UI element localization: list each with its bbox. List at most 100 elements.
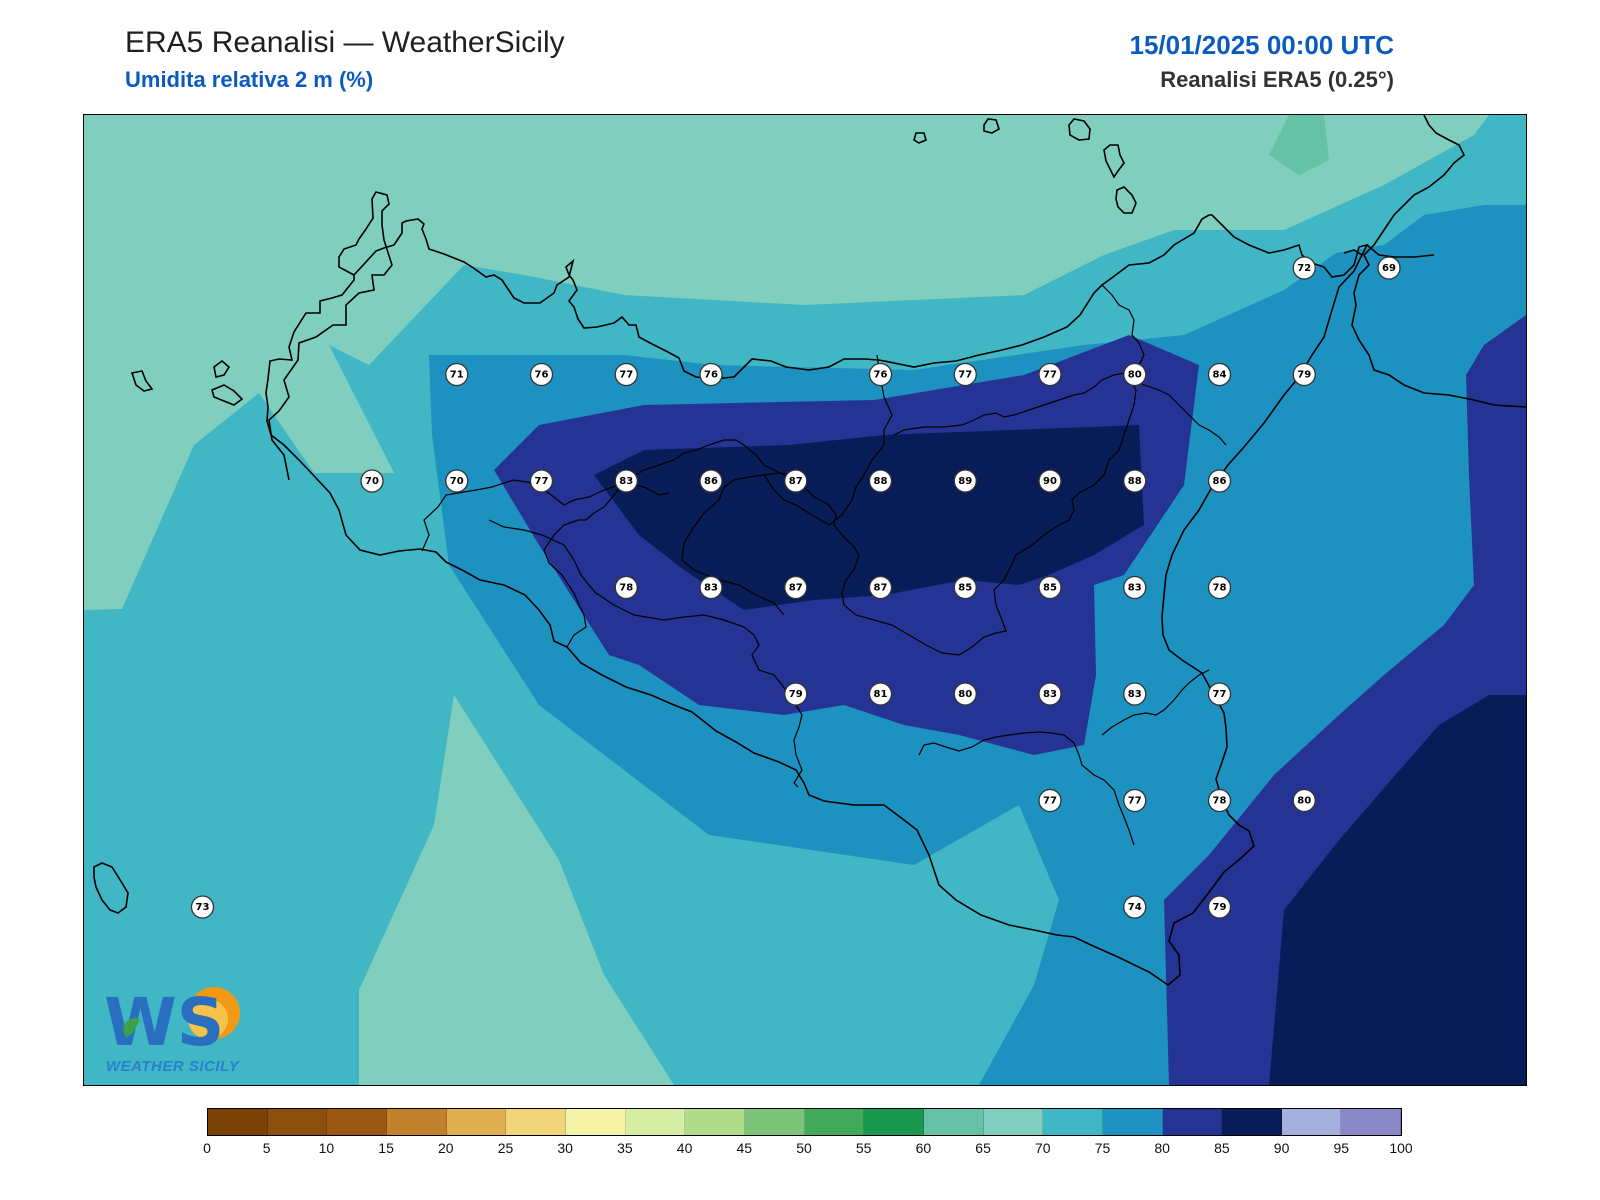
station-marker: 80 [953, 682, 977, 706]
station-value-label: 89 [958, 476, 972, 487]
station-marker: 86 [1207, 469, 1232, 493]
station-marker: 73 [190, 895, 215, 919]
station-marker-circle [699, 469, 723, 493]
station-value-label: 83 [1128, 689, 1142, 700]
colorbar-tick-label: 35 [617, 1140, 633, 1156]
station-marker: 87 [868, 575, 893, 600]
station-marker: 86 [699, 469, 723, 493]
station-marker: 77 [1207, 682, 1232, 706]
station-marker: 70 [360, 469, 384, 493]
station-marker-circle [1292, 788, 1316, 813]
colorbar-segment [1102, 1109, 1163, 1135]
station-marker: 77 [1123, 788, 1147, 813]
station-markers: 71 76 77 76 76 77 77 80 84 79 72 69 70 70 77 83 86 87 88 89… [190, 256, 1401, 919]
colorbar-tick-label: 50 [796, 1140, 812, 1156]
station-marker-circle [699, 362, 723, 387]
station-marker: 77 [614, 362, 638, 387]
weathersicily-logo: WS [104, 984, 240, 1061]
station-value-label: 78 [1213, 796, 1227, 807]
station-marker: 81 [868, 682, 893, 706]
colorbar-tick-label: 45 [736, 1140, 753, 1156]
station-marker: 83 [699, 575, 723, 600]
colorbar-tick-label: 30 [557, 1140, 573, 1156]
colorbar-tick-label: 10 [318, 1140, 335, 1156]
station-value-label: 90 [1043, 476, 1057, 487]
station-value-label: 88 [874, 476, 888, 487]
station-value-label: 86 [704, 476, 718, 487]
logo-mark: WS [104, 984, 224, 1061]
colorbar-segment [1162, 1109, 1223, 1135]
station-marker: 89 [953, 469, 977, 493]
station-marker-circle [868, 469, 893, 493]
station-marker: 80 [1292, 788, 1316, 813]
station-marker-circle [1123, 895, 1147, 919]
station-marker-circle [868, 362, 893, 387]
station-marker-circle [1207, 469, 1232, 493]
station-value-label: 84 [1213, 370, 1227, 381]
station-marker-circle [1207, 575, 1232, 600]
station-value-label: 83 [1128, 583, 1142, 594]
station-marker: 88 [1123, 469, 1147, 493]
station-value-label: 77 [535, 476, 549, 487]
station-marker-circle [1038, 362, 1062, 387]
station-marker: 78 [1207, 788, 1232, 813]
station-value-label: 77 [1043, 796, 1057, 807]
station-value-label: 85 [1043, 583, 1057, 594]
station-marker-circle [1123, 362, 1147, 387]
station-marker-circle [614, 575, 638, 600]
station-value-label: 78 [1213, 583, 1227, 594]
station-marker: 77 [1038, 362, 1062, 387]
station-marker-circle [1123, 575, 1147, 600]
station-value-label: 79 [789, 689, 803, 700]
station-value-label: 83 [704, 583, 718, 594]
station-value-label: 71 [450, 370, 464, 381]
station-marker-circle [784, 469, 808, 493]
station-marker-circle [360, 469, 384, 493]
station-marker: 77 [953, 362, 977, 387]
station-value-label: 69 [1382, 263, 1396, 274]
station-marker-circle [614, 362, 638, 387]
station-marker-circle [1123, 788, 1147, 813]
station-marker-circle [1038, 682, 1062, 706]
station-marker-circle [784, 575, 808, 600]
station-marker-circle [529, 469, 554, 493]
station-marker-circle [1038, 575, 1062, 600]
station-value-label: 77 [958, 370, 972, 381]
station-marker: 77 [1038, 788, 1062, 813]
station-marker: 69 [1377, 256, 1401, 280]
station-marker-circle [445, 469, 469, 493]
station-marker-circle [1207, 682, 1232, 706]
map-panel[interactable]: 71 76 77 76 76 77 77 80 84 79 72 69 70 70 77 83 86 87 88 89… [83, 114, 1527, 1086]
station-marker-circle [1292, 256, 1316, 280]
station-value-label: 85 [958, 583, 972, 594]
humidity-map: 71 76 77 76 76 77 77 80 84 79 72 69 70 70 77 83 86 87 88 89… [84, 115, 1526, 1085]
colorbar-tick-label: 85 [1214, 1140, 1230, 1156]
calabria-coastline [1343, 115, 1526, 408]
station-marker: 78 [614, 575, 638, 600]
colorbar-tick-label: 0 [203, 1140, 211, 1156]
colorbar-tick-label: 100 [1389, 1140, 1413, 1156]
station-marker: 83 [1038, 682, 1062, 706]
station-value-label: 74 [1128, 902, 1142, 913]
station-value-label: 76 [874, 370, 888, 381]
station-value-label: 78 [619, 583, 633, 594]
station-marker: 80 [1123, 362, 1147, 387]
aeolian-islands [913, 118, 1137, 214]
station-marker-circle [1377, 256, 1401, 280]
station-marker: 72 [1292, 256, 1316, 280]
colorbar-segment [744, 1109, 805, 1135]
station-value-label: 72 [1297, 263, 1311, 274]
data-source-label: Reanalisi ERA5 (0.25°) [1160, 67, 1394, 92]
colorbar-segment [1281, 1109, 1342, 1135]
station-marker-circle [784, 682, 808, 706]
station-marker-circle [529, 362, 554, 387]
valid-datetime: 15/01/2025 00:00 UTC [1129, 30, 1394, 60]
station-marker: 85 [1038, 575, 1062, 600]
colorbar-segment [386, 1109, 447, 1135]
contour-85-90 [594, 425, 1526, 1085]
colorbar-segment [625, 1109, 686, 1135]
station-marker-circle [868, 682, 893, 706]
station-marker: 87 [784, 469, 808, 493]
colorbar-segment [983, 1109, 1044, 1135]
colorbar-tick-label: 75 [1094, 1140, 1111, 1156]
